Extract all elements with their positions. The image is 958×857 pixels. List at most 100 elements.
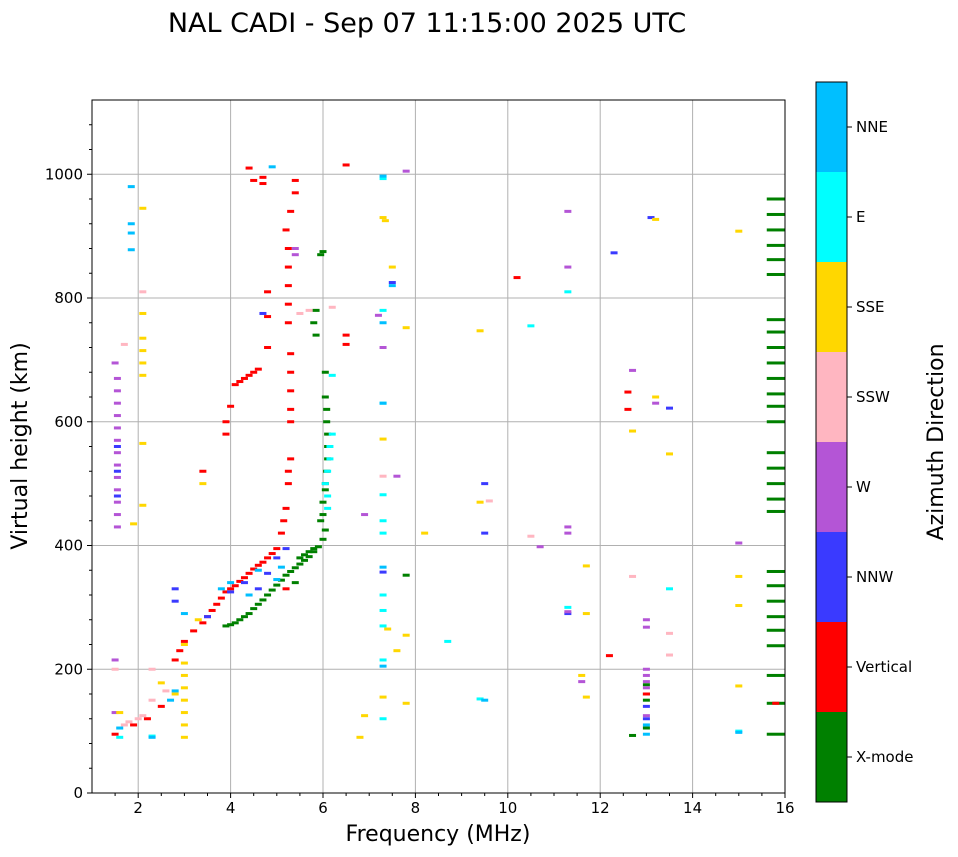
data-point [379,308,387,312]
data-point [143,717,151,721]
data-point [180,639,188,643]
data-point [766,243,785,247]
data-point [642,686,650,690]
data-point [113,438,121,442]
data-point [111,658,119,662]
data-point [766,404,785,408]
colorbar-category-label: W [856,478,871,496]
data-point [321,395,329,399]
data-point [180,735,188,739]
data-point [642,717,650,721]
data-point [259,175,267,179]
data-point [766,212,785,216]
data-point [245,593,253,597]
data-point [268,552,276,556]
data-point [582,612,590,616]
data-point [250,567,258,571]
colorbar-frame [815,81,848,803]
data-point [282,587,290,591]
data-point [564,290,572,294]
data-point [190,629,198,633]
data-point [250,178,258,182]
data-point [222,624,230,628]
data-point [356,735,364,739]
data-point [240,615,248,619]
data-point [379,437,387,441]
data-point [379,717,387,721]
data-point [245,571,253,575]
data-point [342,342,350,346]
data-point [766,482,785,486]
data-point [113,488,121,492]
data-point [127,248,135,252]
data-point [227,581,235,585]
data-point [291,191,299,195]
colorbar-category-label: Vertical [856,658,912,676]
data-point [326,445,334,448]
data-point [319,250,327,254]
data-point [199,469,207,473]
data-point [321,528,329,532]
data-point [319,537,327,541]
data-point [139,206,147,210]
data-point [766,615,785,619]
data-point [476,329,484,333]
data-point [766,673,785,677]
data-point [113,475,121,479]
series-e [116,177,743,739]
data-point [139,290,147,294]
grid [92,100,786,794]
data-point [139,714,147,718]
colorbar-category-label: X-mode [856,748,913,766]
data-point [116,726,124,730]
data-point [284,482,292,486]
data-point [180,723,188,727]
data-point [113,426,121,430]
data-point [111,667,119,671]
data-point [231,584,239,588]
data-point [766,584,785,588]
data-point [527,324,535,328]
data-point [199,621,207,625]
data-point [139,336,147,340]
data-point [324,494,332,498]
data-point [268,165,276,169]
data-point [564,525,572,529]
data-point [317,519,325,523]
data-point [113,401,121,405]
data-point [157,681,165,685]
data-point [766,451,785,455]
data-point [326,457,334,461]
data-point [287,352,295,356]
series-nne [116,165,743,739]
data-point [277,565,285,569]
data-point [245,612,253,616]
x-tick-label: 12 [591,799,610,817]
data-point [171,658,179,662]
data-point [652,395,660,399]
colorbar-segment [816,712,847,802]
data-point [254,602,262,606]
data-point [171,689,179,693]
data-point [766,376,785,380]
data-point [629,733,637,737]
data-point [666,452,673,456]
data-point [421,531,429,535]
data-point [213,602,221,606]
data-point [227,404,235,408]
data-point [766,318,785,322]
data-point [222,590,230,594]
data-point [384,627,392,631]
series-sse [116,206,743,739]
data-point [148,735,156,739]
data-point [766,392,785,396]
y-tick-label: 200 [54,660,83,678]
data-point [291,178,299,182]
data-point [139,373,147,377]
data-point [666,631,673,635]
data-point [324,432,332,436]
data-point [310,547,318,551]
data-point [481,482,489,486]
data-point [564,265,572,269]
colorbar-segment [816,442,847,532]
